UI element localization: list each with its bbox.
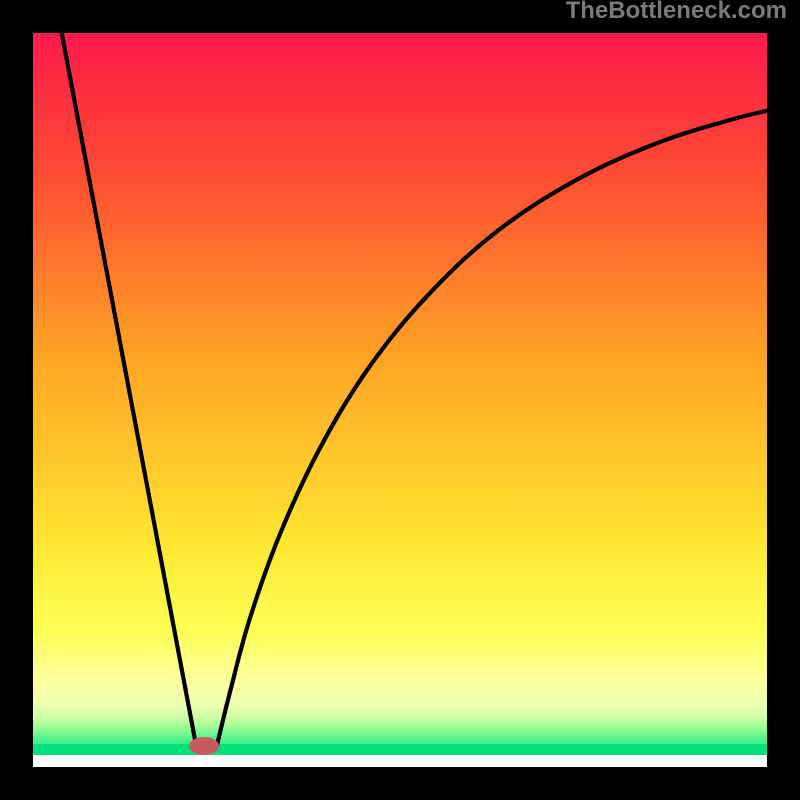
chart-container: TheBottleneck.com	[0, 0, 800, 800]
curve-left	[60, 24, 196, 745]
curve-right	[217, 110, 770, 745]
curve-layer	[0, 0, 800, 800]
watermark-text: TheBottleneck.com	[566, 0, 787, 25]
marker-dot	[189, 737, 219, 755]
